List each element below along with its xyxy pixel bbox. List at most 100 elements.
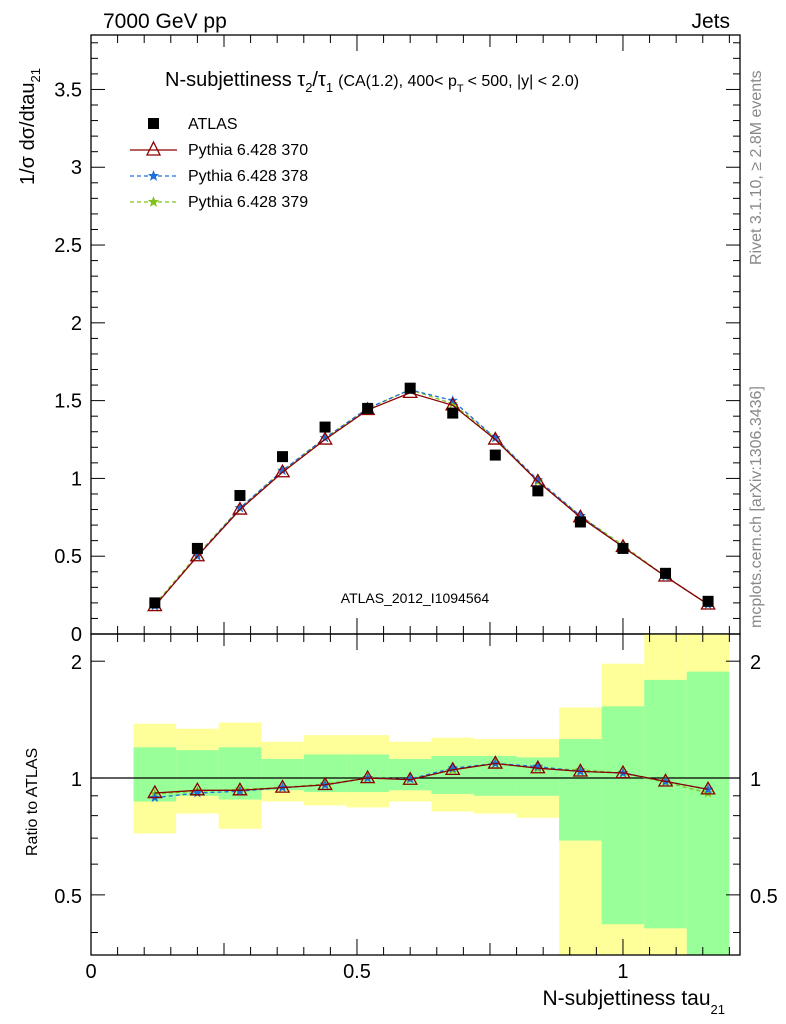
ratio-378-point [447,762,458,773]
main-370-point [487,431,504,445]
legend-marker-378 [147,170,160,181]
ratio-370-point [700,781,716,795]
ratio-370-point [402,771,418,785]
main-atlas-point [702,595,714,607]
main-atlas-point [617,542,629,554]
xaxis-title-sub: 21 [711,1002,725,1017]
ratio-370-point [487,755,504,769]
main-378-point [234,502,246,513]
main-atlas-point [191,542,203,554]
ratio-ytick-label-right: 2 [750,652,761,674]
ratio-370-point [317,776,333,791]
main-379-line [154,389,709,605]
xaxis-title: N-subjettiness tau21 [542,987,725,1017]
main-ytick-label: 3 [71,157,82,179]
legend-label-379: Pythia 6.428 379 [188,194,308,211]
ratio-ytick-label-left: 1 [71,769,82,791]
main-atlas-point [489,449,501,461]
analysis-watermark: ATLAS_2012_I1094564 [341,590,490,606]
legend: ATLAS Pythia 6.428 370 Pythia 6.428 378 … [130,116,308,211]
ratio-378-point [192,787,203,798]
xtick-label: 0 [85,961,96,983]
header-energy: 7000 GeV pp [103,10,227,33]
main-370-point [317,431,333,445]
xtick-label: 1 [617,961,628,983]
legend-entry-atlas: ATLAS [148,116,238,133]
title-slash: /τ [312,69,326,91]
main-ytick-label: 1.5 [54,391,82,413]
main-panel: 00.511.522.533.5 N-subjettiness τ2/τ1 (CA… [17,34,741,646]
ratio-ytick-label-left: 0.5 [54,886,82,908]
ratio-panel: 0.5 0.51 12 2 0 0.5 1 Ratio to ATLAS N-subjet… [24,633,778,1017]
ratio-plot-frame [90,633,741,956]
ratio-axis-ticks [90,634,740,955]
xaxis-title-text: N-subjettiness tau [542,987,710,1010]
legend-label-378: Pythia 6.428 378 [188,168,308,185]
main-title: N-subjettiness τ2/τ1 (CA(1.2), 400< pT < 5… [165,69,579,95]
main-series-layer [147,382,716,612]
title-sub-tau1: 1 [326,80,333,95]
header-category: Jets [691,10,730,33]
ratio-370-point [189,781,206,796]
legend-marker-370 [145,140,162,156]
main-ylabel: 1/σ dσ/dtau21 [17,68,43,185]
main-370-point [189,547,206,562]
legend-entry-379: Pythia 6.428 379 [130,194,308,211]
ratio-band-green [686,671,730,955]
main-atlas-point [404,382,416,394]
ratio-band-green [559,739,602,841]
main-378-point [575,510,586,521]
legend-marker-atlas [148,118,159,129]
main-atlas-point [277,451,289,463]
main-atlas-point [149,597,161,609]
main-ytick-label: 3.5 [54,79,82,101]
main-ylabel-text: 1/σ dσ/dtau [17,82,39,185]
ratio-370-point [147,784,163,799]
main-ytick-label: 0 [71,624,82,646]
ratio-378-point [404,773,416,784]
ratio-series-layer [147,755,716,803]
ratio-ytick-label-right: 0.5 [750,886,778,908]
title-cuts-a: (CA(1.2), 400< p [338,73,457,90]
ratio-370-point [232,781,248,796]
main-ytick-labels: 0 0.5 1 1.5 2 2.5 3 3.5 [54,79,82,646]
ratio-370-point [530,759,546,774]
main-atlas-point [660,567,672,579]
ratio-370-point [657,773,674,787]
ratio-370-point [359,769,376,784]
main-ylabel-sub: 21 [28,68,43,82]
main-atlas-point [447,407,459,419]
main-axis-ticks [90,35,740,635]
legend-marker-379 [147,196,160,207]
ratio-370-point [572,763,589,777]
ratio-370-line [154,762,709,794]
ratio-370-point [274,779,291,793]
main-370-point [232,501,248,515]
main-ytick-label: 0.5 [54,546,82,568]
mcplots-label: mcplots.cern.ch [arXiv:1306.3436] [748,386,765,628]
main-ytick-label: 2.5 [54,235,82,257]
ratio-370-point [615,764,631,779]
ratio-370-point [444,761,461,776]
main-ytick-label: 2 [71,313,82,335]
main-atlas-point [532,485,544,497]
ratio-band-green [601,706,645,925]
ratio-ytick-labels: 0.5 0.5 1 1 2 2 [54,652,778,908]
rivet-version-label: Rivet 3.1.10, ≥ 2.8M events [748,70,765,265]
title-main: N-subjettiness τ [165,69,305,91]
main-atlas-point [574,516,586,528]
main-378-point [447,395,458,406]
ratio-379-point [702,787,714,798]
main-378-point [490,432,501,443]
main-378-point [277,465,288,476]
ratio-ytick-label-left: 2 [71,652,82,674]
main-atlas-point [362,402,374,414]
ratio-bands [133,634,730,955]
ratio-378-point [532,761,544,772]
main-378-point [532,474,544,485]
ratio-ylabel: Ratio to ATLAS [24,748,41,856]
ratio-band-green [644,679,687,929]
main-370-point [274,463,291,478]
title-sub-pt: T [457,83,464,95]
